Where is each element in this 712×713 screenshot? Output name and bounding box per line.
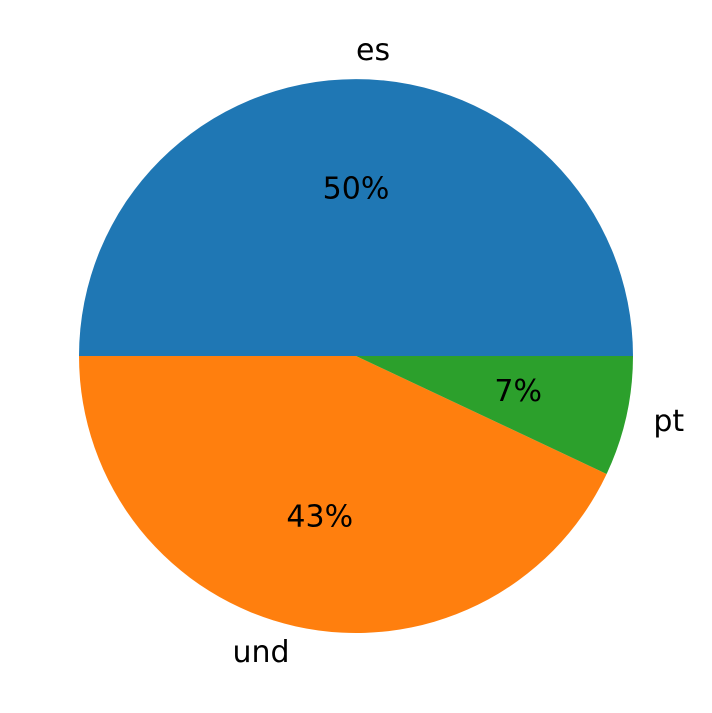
percent-label: 50%	[323, 171, 390, 206]
percent-label: 7%	[494, 374, 542, 409]
percent-label: 43%	[286, 500, 353, 535]
slice-label: und	[232, 635, 289, 670]
pie-slice	[356, 356, 633, 474]
slice-label: pt	[653, 404, 684, 439]
pie-slice	[79, 79, 633, 356]
slice-label: es	[356, 33, 390, 68]
pie-slice	[79, 356, 607, 633]
